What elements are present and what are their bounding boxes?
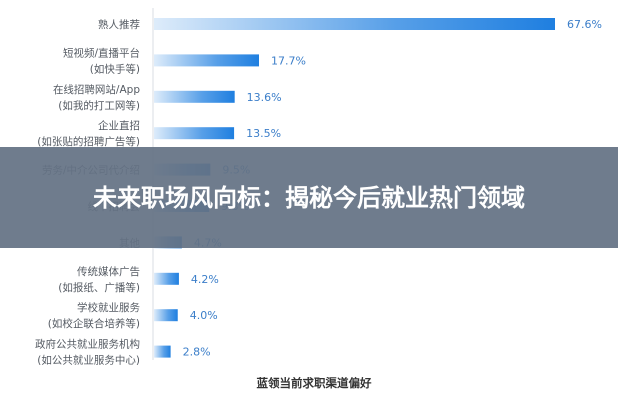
category-label: (如快手等) bbox=[90, 62, 140, 75]
category-label: (如公共就业服务中心) bbox=[37, 354, 140, 367]
x-axis-title: 蓝领当前求职渠道偏好 bbox=[257, 376, 372, 390]
category-label: (如校企联合培养等) bbox=[48, 317, 140, 330]
bar-value-label: 67.6% bbox=[567, 18, 602, 31]
bar-value-label: 4.2% bbox=[191, 273, 219, 286]
bar-value-label: 4.0% bbox=[190, 309, 218, 322]
category-label: 企业直招 bbox=[98, 119, 140, 132]
bar bbox=[154, 18, 555, 30]
bar bbox=[154, 272, 179, 285]
title-banner: 未来职场风向标：揭秘今后就业热门领域 bbox=[0, 147, 618, 248]
bar bbox=[154, 127, 235, 140]
bar bbox=[154, 309, 178, 322]
category-label: 短视频/直播平台 bbox=[63, 46, 140, 59]
category-label: 政府公共就业服务机构 bbox=[35, 338, 140, 351]
bar-value-label: 2.8% bbox=[183, 346, 211, 359]
category-label: 熟人推荐 bbox=[98, 18, 140, 31]
category-label: 在线招聘网站/App bbox=[53, 83, 140, 96]
bar bbox=[154, 90, 235, 103]
bar-value-label: 17.7% bbox=[271, 54, 306, 67]
category-label: 学校就业服务 bbox=[77, 301, 140, 314]
category-label: (如报纸、广播等) bbox=[58, 281, 140, 294]
bar bbox=[154, 345, 171, 358]
bar-value-label: 13.6% bbox=[247, 91, 282, 104]
category-label: 传统媒体广告 bbox=[77, 265, 140, 278]
bar-value-label: 13.5% bbox=[246, 127, 281, 140]
banner-title: 未来职场风向标：揭秘今后就业热门领域 bbox=[93, 183, 525, 212]
category-label: (如张贴的招聘广告等) bbox=[37, 135, 140, 148]
bar bbox=[154, 54, 259, 67]
category-label: (如我的打工网等) bbox=[58, 99, 140, 112]
